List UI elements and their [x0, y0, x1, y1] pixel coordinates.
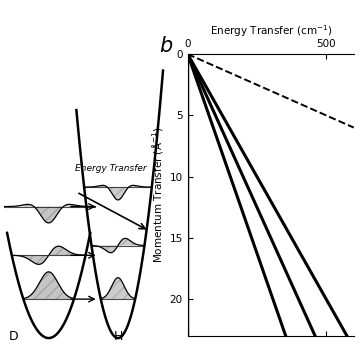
Text: Energy Transfer: Energy Transfer: [75, 164, 147, 173]
Text: H: H: [113, 330, 123, 343]
Y-axis label: Momentum Transfer ($\rm\AA^{-1}$): Momentum Transfer ($\rm\AA^{-1}$): [151, 127, 165, 263]
X-axis label: Energy Transfer (cm$^{-1}$): Energy Transfer (cm$^{-1}$): [209, 23, 332, 39]
Text: D: D: [9, 330, 19, 343]
Text: $b$: $b$: [159, 36, 173, 56]
